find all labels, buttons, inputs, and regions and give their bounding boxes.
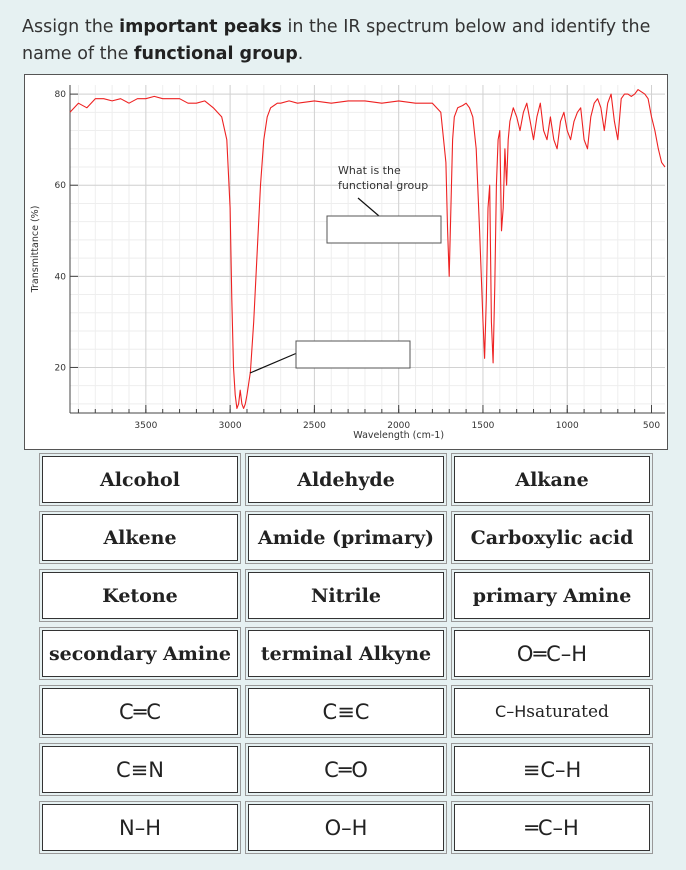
prompt-text: . [297,44,304,64]
tile-label: Ketone [102,584,178,607]
upper-pointer-line [357,197,380,217]
ir-spectrum-chart: 3500 3000 2500 2000 1500 1000 500 20 40 60 80 Wavel… [24,74,668,450]
x-tick-label: 2500 [303,421,326,431]
tile-label: O–H [324,815,368,840]
tile-label: ═C–H [525,815,579,840]
tile-label: terminal Alkyne [260,642,432,665]
tile-label: C═O [324,757,368,782]
x-tick-label: 3000 [219,421,242,431]
tile-label: Carboxylic acid [470,526,634,549]
tile-label: Alkane [515,468,589,491]
answer-tile[interactable]: Alkane [451,453,653,506]
answer-tile[interactable]: Aldehyde [245,453,447,506]
answer-tile[interactable]: C≡C [245,685,447,738]
x-axis-label: Wavelength (cm-1) [353,430,444,441]
answer-tile[interactable]: C≡N [39,743,241,796]
answer-tile[interactable]: C–H saturated [451,685,653,738]
tile-label: C–H [495,702,527,721]
tile-label: N–H [119,815,161,840]
answer-tile[interactable]: ≡C–H [451,743,653,796]
tile-label: Amide (primary) [257,526,434,549]
answer-tile[interactable]: Carboxylic acid [451,511,653,564]
answer-tile[interactable]: Ketone [39,569,241,622]
prompt-bold-peaks: important peaks [119,17,282,37]
answer-tile[interactable]: Nitrile [245,569,447,622]
answer-tile[interactable]: C═O [245,743,447,796]
y-tick-label: 40 [55,272,67,282]
y-axis-label: Transmittance (%) [30,206,41,294]
annotation-text: What is the [338,164,401,177]
answer-tile[interactable]: O–H [245,801,447,854]
upper-answer-box[interactable] [326,215,442,244]
y-tick-label: 80 [55,90,67,100]
answer-tile[interactable]: secondary Amine [39,627,241,680]
prompt-bold-group: functional group [133,44,298,64]
tile-sublabel: saturated [526,701,609,722]
answer-tile[interactable]: terminal Alkyne [245,627,447,680]
answer-tile[interactable]: ═C–H [451,801,653,854]
tile-label: Alcohol [100,468,180,491]
answer-tile[interactable]: N–H [39,801,241,854]
answer-tile[interactable]: primary Amine [451,569,653,622]
y-tick-label: 20 [55,363,67,373]
lower-pointer-line [249,352,298,374]
lower-answer-box[interactable] [295,340,411,369]
x-tick-label: 1500 [472,421,495,431]
ir-spectrum-svg: 3500 3000 2500 2000 1500 1000 500 20 40 60 80 Wavel… [30,85,666,441]
answer-tile-bank: Alcohol Aldehyde Alkane Alkene Amide (primar… [39,453,653,854]
answer-tile[interactable]: Alcohol [39,453,241,506]
tile-label: ≡C–H [522,757,582,782]
annotation-text: functional group [338,179,428,192]
answer-tile[interactable]: Alkene [39,511,241,564]
tile-label: primary Amine [472,584,632,607]
tile-label: C═C [119,699,161,724]
ir-spectrum-line [69,89,666,409]
tile-label: Alkene [103,526,177,549]
answer-tile[interactable]: C═C [39,685,241,738]
x-tick-label: 1000 [556,421,579,431]
tile-label: Aldehyde [297,468,395,491]
prompt-text: in the IR spectrum below and identify th… [22,17,651,64]
tile-label: C≡C [322,699,370,724]
tile-label: secondary Amine [48,642,232,665]
x-tick-label: 2000 [387,421,410,431]
tile-label: O═C–H [516,641,588,666]
tile-label: C≡N [116,757,164,782]
prompt-text: Assign the [22,17,120,37]
answer-tile[interactable]: O═C–H [451,627,653,680]
tile-label: Nitrile [311,584,381,607]
answer-tile[interactable]: Amide (primary) [245,511,447,564]
x-tick-label: 3500 [134,421,157,431]
question-prompt: Assign the important peaks in the IR spe… [22,14,662,68]
y-tick-label: 60 [55,181,67,191]
x-tick-label: 500 [643,421,660,431]
